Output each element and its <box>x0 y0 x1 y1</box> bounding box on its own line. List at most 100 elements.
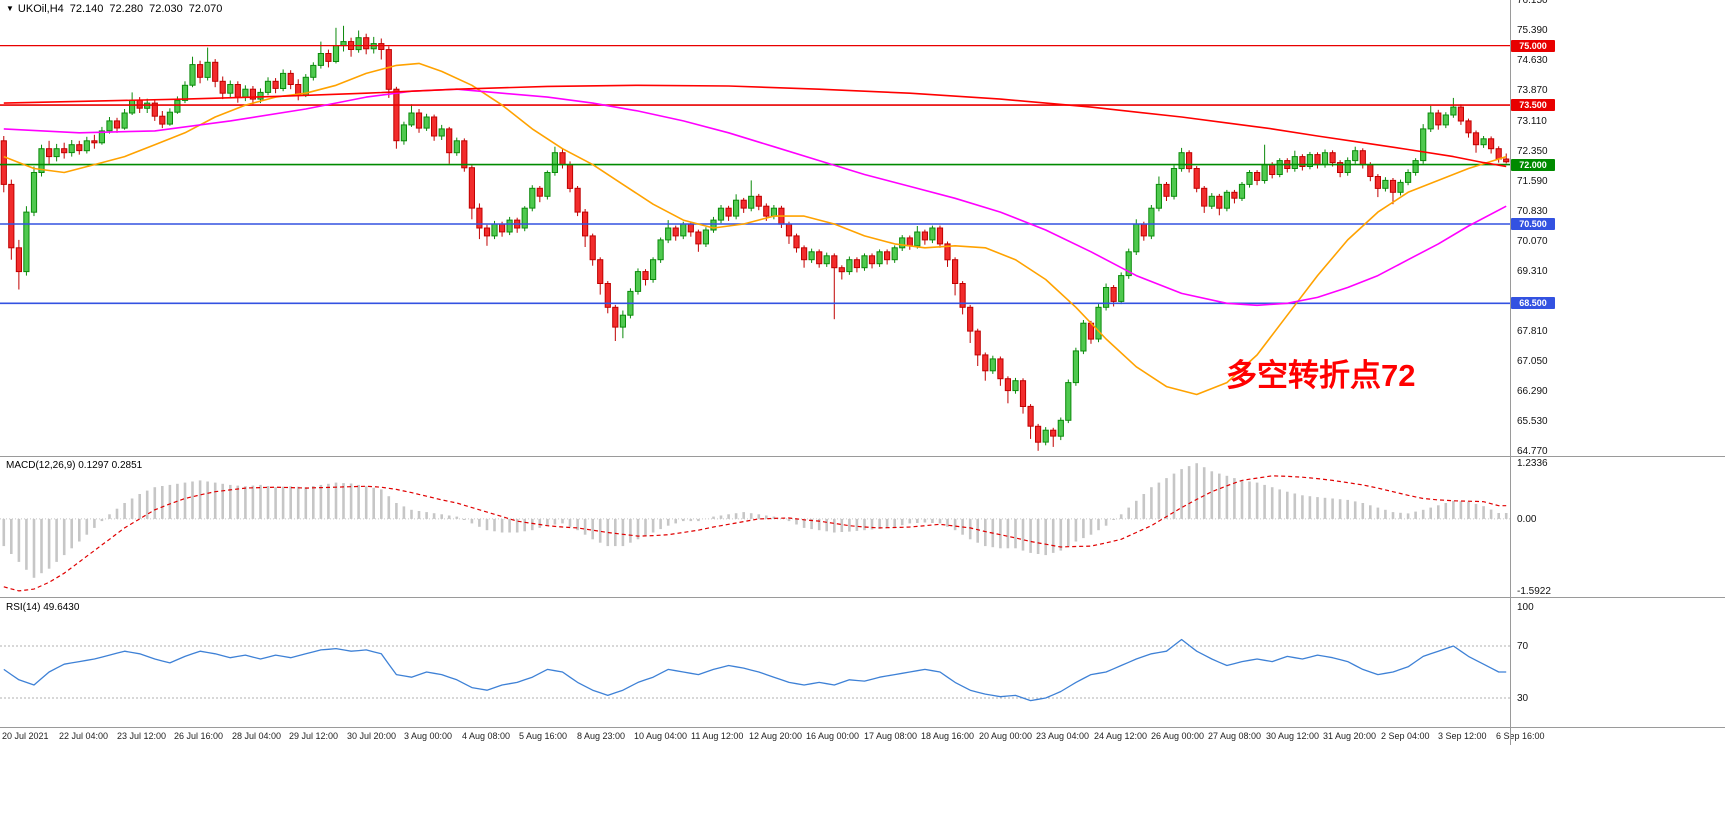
candle-body <box>612 306 619 328</box>
price-axis-label: 70.830 <box>1517 206 1548 217</box>
time-axis-label: 17 Aug 08:00 <box>864 731 918 741</box>
candle-body <box>166 111 174 125</box>
candle-body <box>921 231 928 241</box>
candle-body <box>1155 183 1163 209</box>
candle-body <box>1261 164 1268 182</box>
time-axis-label: 3 Aug 00:00 <box>404 731 453 741</box>
time-axis-label: 26 Aug 00:00 <box>1151 731 1205 741</box>
macd-indicator-canvas[interactable] <box>0 457 1510 597</box>
panel-separator[interactable] <box>0 597 1725 598</box>
time-axis-label: 18 Aug 16:00 <box>921 731 975 741</box>
candle-body <box>1465 120 1472 134</box>
candle-body <box>363 37 370 50</box>
candle-body <box>559 152 566 166</box>
candle-body <box>634 271 642 292</box>
candle-body <box>733 199 740 217</box>
candle-body <box>650 259 657 281</box>
time-axis-label: 5 Aug 16:00 <box>519 731 568 741</box>
time-axis-label: 23 Jul 12:00 <box>117 731 167 741</box>
rsi-axis-label: 100 <box>1517 602 1534 613</box>
candle-body <box>929 227 936 241</box>
price-chart-canvas[interactable] <box>0 0 1510 456</box>
axis-divider <box>1510 0 1511 745</box>
candle-body <box>959 283 966 308</box>
candle-body <box>521 207 528 229</box>
rsi-indicator-canvas[interactable] <box>0 599 1510 727</box>
candle-body <box>1223 191 1231 209</box>
price-axis-label: 70.070 <box>1517 236 1548 247</box>
candle-body <box>461 140 468 169</box>
symbol-name: UKOil,H4 <box>17 3 64 15</box>
price-level-tag: 70.500 <box>1511 218 1555 230</box>
candle-body <box>310 64 317 78</box>
time-axis-label: 10 Aug 04:00 <box>634 731 688 741</box>
candle-body <box>242 88 249 98</box>
candle-body <box>491 223 498 237</box>
candle-body <box>8 183 15 249</box>
candle-body <box>770 207 777 217</box>
candle-body <box>499 223 506 233</box>
candle-body <box>831 255 838 269</box>
time-axis-label: 28 Jul 04:00 <box>232 731 282 741</box>
candle-body <box>151 102 158 117</box>
candle-body <box>136 99 143 109</box>
candle-body <box>914 231 921 247</box>
price-axis-label: 64.770 <box>1517 446 1548 457</box>
time-axis-label: 4 Aug 08:00 <box>462 731 511 741</box>
candle-body <box>876 251 883 265</box>
macd-axis-label: 1.2336 <box>1517 458 1548 469</box>
candle-body <box>974 330 981 356</box>
candle-body <box>853 259 860 269</box>
time-axis-label: 22 Jul 04:00 <box>59 731 109 741</box>
candle-body <box>408 112 415 126</box>
price-level-tag: 72.000 <box>1511 159 1555 171</box>
candle-body <box>400 124 407 142</box>
candle-body <box>83 140 90 152</box>
time-axis-label: 11 Aug 12:00 <box>691 731 744 741</box>
time-axis-label: 23 Aug 04:00 <box>1036 731 1090 741</box>
candle-body <box>98 130 106 144</box>
panel-separator <box>0 727 1725 728</box>
candle-body <box>1397 181 1404 193</box>
candle-body <box>589 235 596 261</box>
candle-body <box>695 231 702 245</box>
candle-body <box>197 64 204 78</box>
candle-body <box>385 49 392 90</box>
candle-body <box>483 227 491 237</box>
candle-body <box>755 195 762 207</box>
candle-body <box>1427 112 1434 130</box>
candle-body <box>801 247 808 261</box>
candle-body <box>1012 380 1019 392</box>
candle-body <box>91 140 98 144</box>
candle-body <box>619 314 626 328</box>
candle-body <box>264 80 272 93</box>
ma-fast-orange <box>3 62 1507 396</box>
rsi-axis-label: 30 <box>1517 693 1529 704</box>
candle-body <box>1435 112 1442 126</box>
candle-body <box>1246 172 1253 185</box>
candle-body <box>1186 152 1193 170</box>
candle-body <box>1276 160 1283 176</box>
candle-body <box>1488 138 1495 150</box>
candle-body <box>287 72 294 86</box>
candle-body <box>604 283 611 308</box>
candle-body <box>899 237 906 249</box>
candle-body <box>204 61 211 78</box>
candle-body <box>868 255 876 265</box>
candle-body <box>106 120 113 132</box>
candle-body <box>1374 176 1382 189</box>
chart-menu-icon[interactable]: ▼ <box>6 4 14 13</box>
candle-body <box>989 358 996 372</box>
candle-body <box>574 187 581 213</box>
macd-label: MACD(12,26,9) 0.1297 0.2851 <box>6 460 143 471</box>
candle-body <box>378 43 385 50</box>
candle-body <box>1314 154 1321 166</box>
ohlc-close: 72.070 <box>188 3 223 15</box>
candle-body <box>393 88 400 142</box>
candle-body <box>1080 322 1087 352</box>
time-axis-label: 8 Aug 23:00 <box>577 731 626 741</box>
candle-body <box>808 251 815 261</box>
candle-body <box>1269 164 1276 176</box>
candle-body <box>1193 168 1200 189</box>
panel-separator[interactable] <box>0 456 1725 457</box>
